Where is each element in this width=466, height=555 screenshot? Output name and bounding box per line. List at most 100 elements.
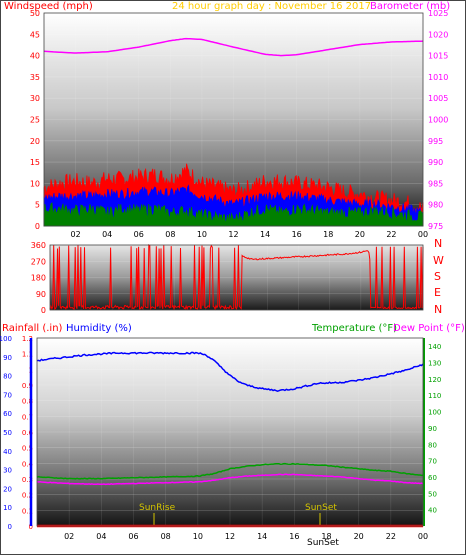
temp-y-tick-label: 60 (428, 474, 437, 482)
temp-x-tick-label: 18 (321, 532, 331, 541)
graph-title: 24 hour graph day : November 16 2017 (172, 1, 371, 12)
baro-y-tick-label: 1025 (428, 9, 448, 18)
baro-y-tick-label: 1020 (428, 30, 448, 39)
humidity-y-tick-label: 60 (3, 410, 12, 418)
humidity-y-tick-label: 80 (3, 373, 12, 381)
temp-y-tick-label: 120 (428, 376, 441, 384)
temp-panel-border (36, 337, 424, 527)
humidity-y-tick-label: 100 (0, 335, 12, 343)
sunrise-label: SunRise (139, 503, 176, 513)
rain-y-tick-label: 0.3 (22, 476, 33, 484)
wind-x-tick-label: 16 (292, 230, 302, 239)
humidity-y-tick-label: 10 (3, 504, 12, 512)
wind-y-tick-label: 15 (30, 158, 40, 167)
rain-y-tick-label: 0.9 (22, 382, 33, 390)
wind-y-tick-label: 10 (30, 179, 40, 188)
dir-label-s: S (434, 270, 441, 283)
rain-y-tick-label: 1.1 (22, 351, 33, 359)
temp-x-tick-label: 04 (96, 532, 106, 541)
wind-y-tick-label: 20 (30, 137, 40, 146)
baro-y-tick-label: 1005 (428, 94, 448, 103)
dir-label-w: W (433, 254, 444, 267)
rain-y-tick-label: 0.5 (22, 445, 33, 453)
wind-x-tick-label: 20 (355, 230, 365, 239)
humidity-header: Humidity (%) (66, 323, 132, 334)
direction-panel (50, 245, 423, 310)
humidity-y-tick-label: 0 (8, 523, 12, 531)
wind-low-series (43, 202, 424, 227)
sunset-axis-label: SunSet (307, 538, 339, 548)
rain-y-tick-label: 0.4 (22, 460, 34, 468)
wind-x-tick-label: 04 (102, 230, 112, 239)
temp-y-tick-label: 100 (428, 409, 441, 417)
dir-y-tick-label: 270 (31, 257, 46, 266)
wind-x-tick-label: 18 (323, 230, 333, 239)
rain-y-tick-label: 0.2 (22, 492, 33, 500)
wind-y-tick-label: 5 (35, 201, 40, 210)
barometer-header: Barometer (mb) (370, 1, 450, 12)
humidity-y-tick-label: 70 (3, 391, 12, 399)
temp-x-tick-label: 22 (386, 532, 396, 541)
temp-y-tick-label: 80 (428, 441, 437, 449)
rainfall-header: Rainfall (.in) (2, 323, 63, 334)
temp-x-tick-label: 10 (193, 532, 203, 541)
humidity-y-tick-label: 50 (3, 429, 12, 437)
wind-y-tick-label: 30 (30, 94, 40, 103)
temperature-header: Temperature (°F) (311, 323, 397, 334)
wind-x-tick-label: 08 (165, 230, 175, 239)
temp-y-tick-label: 140 (428, 343, 441, 351)
rain-y-tick-label: 0.7 (22, 413, 33, 421)
dewpoint-series (36, 473, 424, 486)
humidity-y-tick-label: 30 (3, 467, 12, 475)
rain-y-tick-label: 0.8 (22, 398, 33, 406)
humidity-y-tick-label: 90 (3, 354, 12, 362)
wind-panel-border (43, 12, 424, 227)
wind-direction-series (49, 244, 424, 311)
wind-y-tick-label: 50 (30, 9, 40, 18)
windspeed-header: Windspeed (mph) (4, 1, 93, 12)
rain-y-tick-label: 0 (29, 523, 33, 531)
wind-y-tick-label: 25 (30, 116, 40, 125)
temp-y-tick-label: 130 (428, 360, 441, 368)
wind-y-tick-label: 35 (30, 73, 40, 82)
baro-y-tick-label: 975 (428, 222, 443, 231)
dir-y-tick-label: 0 (41, 306, 46, 315)
wind-y-tick-label: 40 (30, 52, 40, 61)
temp-x-tick-label: 16 (289, 532, 299, 541)
temp-x-tick-label: 08 (161, 532, 171, 541)
baro-y-tick-label: 990 (428, 158, 443, 167)
dir-y-tick-label: 180 (31, 274, 46, 283)
wind-x-tick-label: 22 (386, 230, 396, 239)
temp-x-tick-label: 12 (225, 532, 235, 541)
dir-y-tick-label: 90 (36, 290, 46, 299)
baro-y-tick-label: 985 (428, 179, 443, 188)
rain-y-tick-label: 0.6 (22, 429, 34, 437)
dewpoint-header: Dew Point (°F) (393, 323, 465, 334)
dir-label-e: E (434, 286, 441, 299)
wind-y-tick-label: 45 (30, 30, 40, 39)
baro-y-tick-label: 1000 (428, 116, 448, 125)
wind-y-tick-label: 0 (35, 222, 40, 231)
rain-y-tick-label: 1.2 (22, 335, 33, 343)
wind-x-tick-label: 14 (260, 230, 270, 239)
temp-y-tick-label: 50 (428, 490, 437, 498)
baro-y-tick-label: 980 (428, 201, 443, 210)
dir-y-tick-label: 360 (31, 241, 46, 250)
dir-label-n-bottom: N (434, 303, 442, 316)
temp-panel (37, 338, 423, 526)
temp-x-tick-label: 02 (64, 532, 74, 541)
temp-y-tick-label: 70 (428, 458, 437, 466)
wind-x-tick-label: 12 (228, 230, 238, 239)
barometer-series (43, 37, 424, 57)
humidity-series (36, 351, 424, 392)
rain-y-tick-label: 0.1 (22, 507, 33, 515)
dir-panel-border (49, 244, 424, 311)
temp-y-tick-label: 40 (428, 507, 437, 515)
temp-x-tick-label: 14 (257, 532, 267, 541)
temp-x-tick-label: 20 (354, 532, 364, 541)
wind-x-tick-label: 02 (70, 230, 80, 239)
temp-y-tick-label: 110 (428, 392, 441, 400)
humidity-y-tick-label: 40 (3, 448, 12, 456)
